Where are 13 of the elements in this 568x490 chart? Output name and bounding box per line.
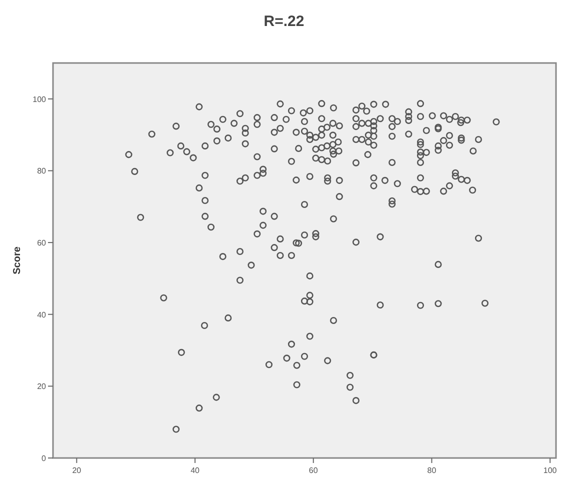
x-tick-label: 40	[190, 466, 200, 475]
x-tick-label: 60	[308, 466, 318, 475]
x-tick-label: 80	[427, 466, 437, 475]
y-tick-label: 40	[37, 310, 47, 320]
y-tick-label: 60	[37, 238, 47, 248]
x-tick-label: 100	[543, 466, 558, 475]
x-tick-label: 20	[72, 466, 82, 475]
chart-title: R=.22	[264, 13, 304, 30]
y-tick-label: 20	[37, 382, 47, 392]
y-tick-label: 80	[37, 166, 47, 176]
y-axis-title: Score	[12, 246, 23, 274]
y-tick-label: 100	[32, 94, 47, 104]
y-tick-label: 0	[42, 454, 47, 463]
